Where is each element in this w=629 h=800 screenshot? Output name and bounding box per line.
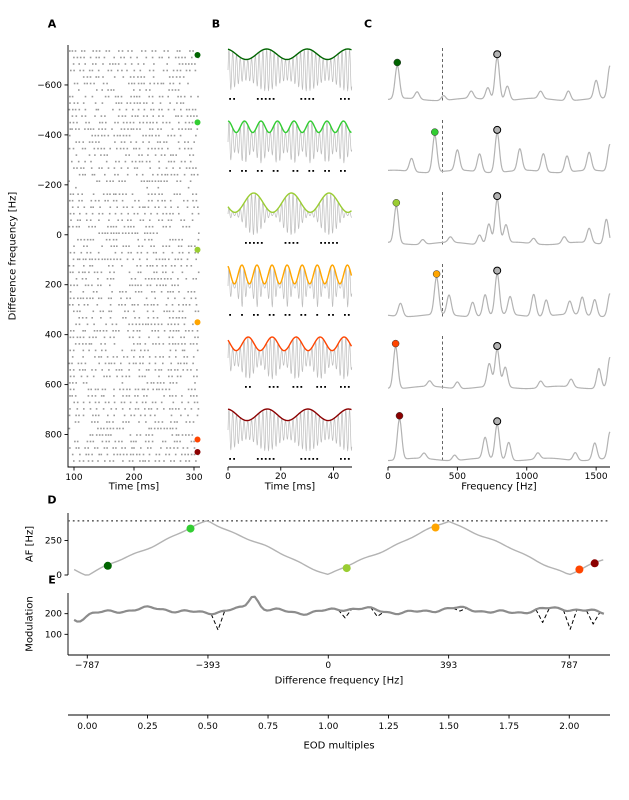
svg-text:787: 787 — [561, 661, 578, 671]
panel-c-xlabel: Frequency [Hz] — [461, 481, 537, 493]
svg-text:200: 200 — [45, 610, 62, 620]
panel-b-row-1 — [227, 120, 353, 172]
svg-text:0: 0 — [325, 661, 331, 671]
svg-text:−400: −400 — [37, 131, 62, 141]
svg-text:1.75: 1.75 — [499, 722, 519, 732]
panel-a-condition-markers — [194, 52, 201, 455]
panel-b-row-4 — [227, 336, 353, 388]
panel-b-row-0 — [227, 48, 353, 100]
svg-text:−600: −600 — [37, 81, 62, 91]
svg-text:−200: −200 — [37, 181, 62, 191]
svg-text:40: 40 — [328, 472, 340, 482]
panel-b-xlabel: Time [ms] — [264, 481, 316, 493]
svg-text:100: 100 — [45, 630, 62, 640]
panel-a-raster: 100 200 300 −600 −400 −200 0 200 400 600 800 — [37, 45, 203, 483]
svg-text:0: 0 — [225, 472, 231, 482]
panel-d-ylabel: AF [Hz] — [24, 525, 36, 563]
svg-text:300: 300 — [185, 473, 202, 483]
svg-text:0.50: 0.50 — [198, 722, 218, 732]
panel-label-e: E — [48, 573, 56, 587]
svg-text:500: 500 — [449, 472, 466, 482]
svg-text:2.00: 2.00 — [559, 722, 579, 732]
svg-text:−787: −787 — [75, 661, 100, 671]
panel-b-row-5: 0 20 40 — [225, 408, 353, 482]
svg-text:−393: −393 — [196, 661, 221, 671]
svg-text:250: 250 — [45, 537, 62, 547]
panel-b-row-3 — [227, 264, 353, 316]
svg-text:20: 20 — [275, 472, 287, 482]
eod-multiples-axis: 0.00 0.25 0.50 0.75 1.00 1.25 1.50 1.75 2.00 — [68, 714, 610, 732]
svg-text:100: 100 — [65, 473, 82, 483]
panel-b-row-2 — [227, 192, 353, 244]
svg-text:200: 200 — [125, 473, 142, 483]
svg-text:0.75: 0.75 — [258, 722, 278, 732]
svg-text:1.25: 1.25 — [379, 722, 399, 732]
svg-text:1000: 1000 — [515, 472, 538, 482]
svg-text:400: 400 — [45, 331, 62, 341]
panel-e-xlabel: Difference frequency [Hz] — [274, 675, 404, 687]
panel-c-row-1 — [387, 120, 611, 175]
svg-text:0.00: 0.00 — [77, 722, 97, 732]
panel-c-row-5: 0 500 1000 1500 — [385, 408, 611, 482]
svg-text:0: 0 — [56, 231, 62, 241]
eod-axis-xlabel: EOD multiples — [303, 740, 375, 752]
panel-d-af: 0 250 — [45, 513, 610, 581]
panel-label-d: D — [47, 493, 57, 507]
panel-c-row-0 — [387, 48, 611, 103]
panel-e-modulation: 100 200 −787 −393 0 393 787 — [45, 593, 610, 671]
panel-a-xlabel: Time [ms] — [108, 481, 160, 493]
svg-text:0.25: 0.25 — [138, 722, 158, 732]
svg-text:200: 200 — [45, 281, 62, 291]
panel-c-row-4 — [387, 336, 611, 391]
panel-c-row-2 — [387, 192, 611, 247]
panel-label-c: C — [363, 17, 373, 31]
svg-text:1.00: 1.00 — [318, 722, 338, 732]
svg-text:0: 0 — [56, 571, 62, 581]
panel-c-row-3 — [387, 264, 611, 319]
panel-a-ylabel: Difference frequency [Hz] — [7, 191, 19, 321]
svg-text:600: 600 — [45, 381, 62, 391]
panel-label-a: A — [47, 17, 57, 31]
svg-text:1500: 1500 — [585, 472, 608, 482]
panel-e-ylabel: Modulation — [24, 596, 36, 652]
svg-text:800: 800 — [45, 431, 62, 441]
svg-text:393: 393 — [440, 661, 457, 671]
panel-label-b: B — [211, 17, 221, 31]
svg-text:0: 0 — [385, 472, 391, 482]
svg-text:1.50: 1.50 — [439, 722, 459, 732]
